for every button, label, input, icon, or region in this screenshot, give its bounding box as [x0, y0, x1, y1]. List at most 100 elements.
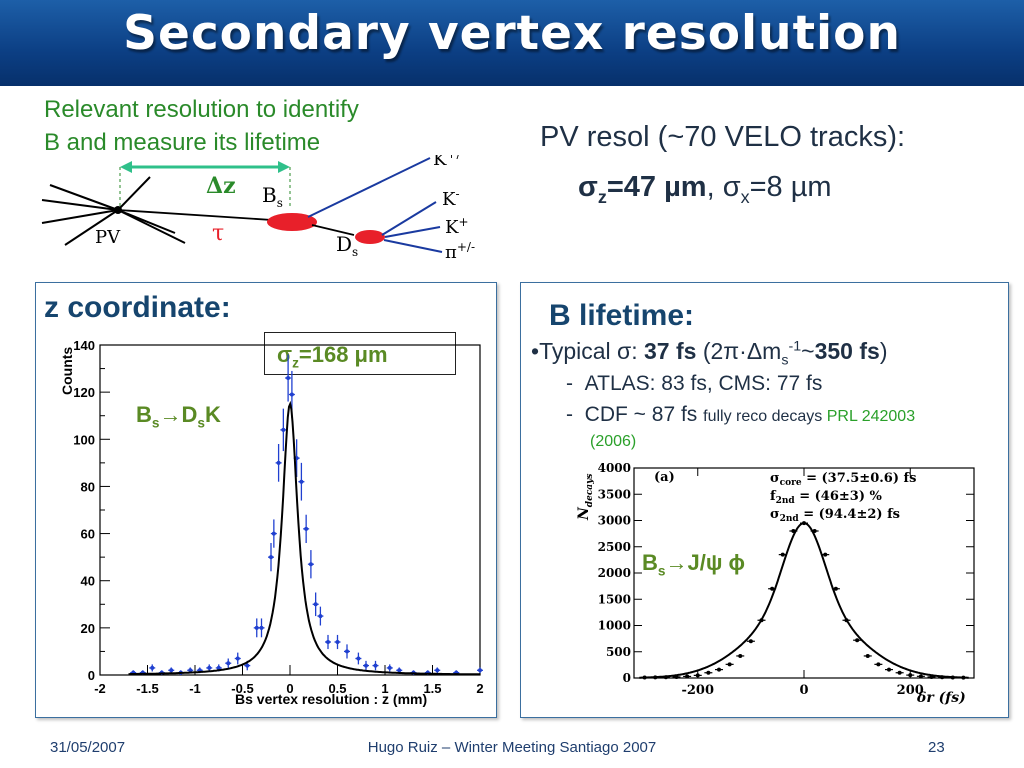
chart2-y-tick-label: 2000	[598, 566, 631, 580]
chart2-x-tick-label: 200	[897, 683, 924, 698]
b-lifetime-heading: B lifetime:	[549, 299, 695, 332]
chart1-x-tick-label: 0.5	[328, 681, 346, 696]
chart2-y-tick-label: 3000	[598, 514, 631, 528]
dz-arrow-right-head	[278, 161, 290, 173]
chart1-y-tick-label: 80	[81, 479, 95, 494]
chart1-y-tick-label: 60	[81, 527, 95, 542]
ds-flight-line	[311, 224, 355, 236]
chart2-annotation-a: (a)	[654, 470, 675, 485]
k-minus-track	[381, 201, 437, 236]
chart1-x-tick-label: -1	[189, 681, 201, 696]
chart2-point	[727, 662, 732, 667]
chart1-point	[245, 663, 250, 668]
chart1-x-tick-label: -2	[94, 681, 106, 696]
chart2-y-tick-label: 2500	[598, 540, 631, 554]
chart1-y-tick-label: 40	[81, 574, 95, 589]
relevant-line-1: Relevant resolution to identify	[44, 96, 359, 123]
chart1-point	[207, 665, 212, 670]
chart1-point	[254, 625, 259, 630]
chart1-point	[235, 656, 240, 661]
chart2-legend-entry: σ2nd = (94.4±2) fs	[770, 507, 900, 524]
chart1-x-tick-label: 2	[476, 681, 483, 696]
sigma-z-pv: σz=47 µm	[578, 171, 707, 207]
chart1-point	[286, 376, 291, 380]
relevant-line-2: B and measure its lifetime	[44, 129, 321, 156]
chart2-point	[897, 670, 902, 675]
chart1-point	[435, 668, 440, 673]
relevant-text: Relevant resolution to identify B and me…	[44, 93, 359, 159]
chart1-x-axis-label: Bs vertex resolution : z (mm)	[235, 691, 427, 707]
chart1-point	[313, 602, 318, 607]
chart2-x-tick-label: 0	[799, 683, 808, 698]
chart2-y-tick-label: 500	[606, 645, 631, 659]
chart1-point	[226, 661, 231, 666]
chart1-x-tick-label: 0	[286, 681, 293, 696]
slide-title: Secondary vertex resolution	[123, 6, 901, 61]
chart1-fit-curve	[128, 400, 480, 676]
chart2-point	[748, 639, 753, 644]
chart2-legend-entry: σcore = (37.5±0.6) fs	[770, 471, 916, 488]
bs-vertex	[267, 213, 317, 231]
chart2-x-tick-label: -200	[681, 683, 714, 698]
chart1-point	[188, 668, 193, 673]
chart1-x-tick-label: 1.5	[423, 681, 441, 696]
chart1-y-tick-label: 20	[81, 621, 95, 636]
chart2-point	[695, 673, 700, 678]
bs-label: Bs	[262, 183, 283, 210]
chart1-x-tick-label: -1.5	[136, 681, 158, 696]
chart2-point	[738, 653, 743, 658]
b-lifetime-panel	[520, 282, 1009, 718]
chart1-point	[304, 526, 309, 531]
chart1-point	[387, 665, 392, 670]
chart1-point	[281, 427, 286, 432]
chart2-y-tick-label: 3500	[598, 487, 631, 501]
chart2-point	[833, 586, 838, 591]
footer-date: 31/05/2007	[50, 739, 126, 756]
k-plus-track	[384, 226, 441, 238]
chart2-point	[855, 638, 860, 643]
k-pm-label: K+/-	[433, 155, 465, 170]
pv-resolution-text: PV resol (~70 VELO tracks):	[540, 121, 906, 153]
chart2-x-axis-label: δr (fs)	[916, 690, 966, 706]
chart2-y-tick-label: 1000	[598, 619, 631, 633]
pv-tracks	[41, 176, 186, 246]
chart1-point	[478, 668, 482, 673]
chart2-point	[876, 662, 881, 667]
footer-center: Hugo Ruiz – Winter Meeting Santiago 2007	[367, 739, 657, 756]
sigma-z-box: σz=168 μm	[264, 332, 456, 375]
k-pm-track	[307, 157, 431, 218]
decay-diagram: Δz PV τ Bs Ds K+/- K- K+ π+/-	[41, 155, 475, 263]
chart2-point	[706, 670, 711, 675]
pi-track	[383, 239, 443, 253]
chart2-point	[685, 674, 690, 679]
chart1-y-tick-label: 120	[73, 385, 95, 400]
chart1-point	[318, 614, 323, 619]
chart1-point	[259, 625, 264, 630]
dz-label: Δz	[206, 173, 236, 199]
chart1-point	[169, 668, 174, 673]
chart2-point	[717, 667, 721, 672]
chart1-y-tick-label: 0	[88, 668, 95, 683]
pi-label: π+/-	[445, 240, 475, 263]
bs-flight-line	[117, 209, 273, 221]
tau-label: τ	[212, 221, 224, 246]
chart1-point	[271, 531, 276, 536]
chart1-point	[308, 562, 313, 567]
chart1-point	[269, 555, 273, 560]
chart1-point	[326, 640, 330, 644]
chart2-point	[865, 653, 870, 658]
chart2-point	[780, 552, 785, 557]
chart1-point	[216, 665, 221, 670]
chart1-point	[345, 649, 349, 654]
chart1-y-axis-label: Counts	[59, 347, 75, 395]
chart1-y-tick-label: 100	[73, 432, 95, 447]
sigma-x-pv: , σx=8 µm	[706, 171, 832, 207]
chart1-point	[373, 663, 378, 668]
chart2-point	[908, 673, 913, 678]
z-resolution-chart: 0 20 40 60 80 100 120 140 -2 -1.5 -1 -0.5 0 0.5 1 1.5 2…	[59, 338, 484, 707]
k-plus-label: K+	[445, 215, 469, 238]
cdf-line: - CDF ~ 87 fs fully reco decays PRL 2420…	[566, 403, 916, 426]
bs-jpsi-phi-label: Bs→J/ψ ϕ	[642, 550, 745, 579]
chart2-point	[887, 667, 891, 672]
chart2-y-tick-label: 4000	[598, 461, 631, 475]
